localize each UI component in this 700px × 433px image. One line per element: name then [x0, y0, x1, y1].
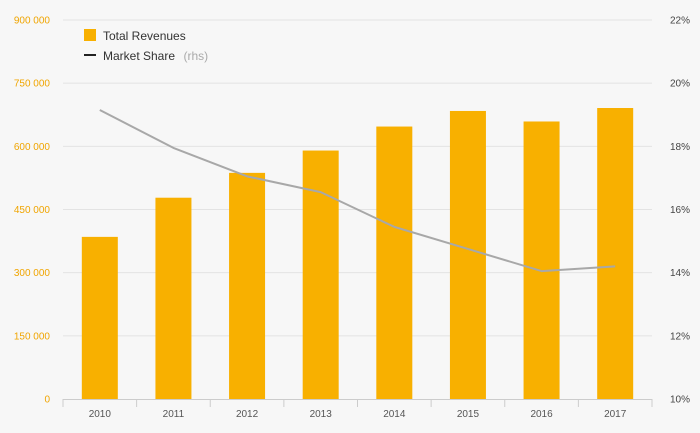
bar	[302, 150, 339, 399]
bar	[229, 172, 266, 399]
bar	[597, 108, 634, 400]
y-left-tick-label: 450 000	[14, 205, 51, 216]
bar-series	[81, 108, 634, 400]
x-tick-label: 2015	[457, 409, 480, 420]
y-left-tick-label: 900 000	[14, 16, 51, 27]
bar	[523, 121, 560, 399]
y-left-tick-label: 0	[44, 395, 50, 406]
y-right-tick-label: 12%	[670, 331, 690, 342]
grid-lines	[63, 19, 652, 337]
bar	[155, 197, 192, 399]
x-tick-label: 2017	[604, 409, 627, 420]
y-right-tick-label: 10%	[670, 395, 690, 406]
y-right-tick-label: 16%	[670, 205, 690, 216]
y-left-tick-label: 600 000	[14, 142, 51, 153]
legend-label-total-revenues: Total Revenues	[103, 29, 186, 43]
bar	[81, 236, 118, 399]
x-tick-label: 2013	[310, 409, 333, 420]
y-left-tick-label: 300 000	[14, 268, 51, 279]
axes: 0 150 000 300 000 450 000 600 000 750 000 900 …	[14, 16, 690, 421]
x-tick-label: 2010	[89, 409, 112, 420]
legend-swatch-total-revenues	[84, 29, 96, 41]
y-right-tick-label: 22%	[670, 16, 690, 27]
line-series	[99, 109, 616, 273]
x-tick-label: 2012	[236, 409, 259, 420]
legend-label-market-share-name: Market Share	[103, 49, 175, 63]
y-right-tick-label: 18%	[670, 142, 690, 153]
y-left-tick-label: 750 000	[14, 79, 51, 90]
x-tick-label: 2014	[383, 409, 406, 420]
x-tick-label: 2011	[163, 409, 185, 420]
bar	[449, 110, 486, 400]
bar	[376, 126, 413, 400]
line-path	[99, 109, 616, 273]
x-tick-label: 2016	[530, 409, 553, 420]
legend-label-market-share: Market Share (rhs)	[103, 47, 208, 64]
y-right-tick-label: 14%	[670, 268, 690, 279]
legend: Total Revenues Market Share (rhs)	[84, 29, 208, 64]
y-right-tick-label: 20%	[670, 79, 690, 90]
y-left-tick-label: 150 000	[14, 331, 51, 342]
legend-label-market-share-suffix: (rhs)	[183, 49, 208, 63]
